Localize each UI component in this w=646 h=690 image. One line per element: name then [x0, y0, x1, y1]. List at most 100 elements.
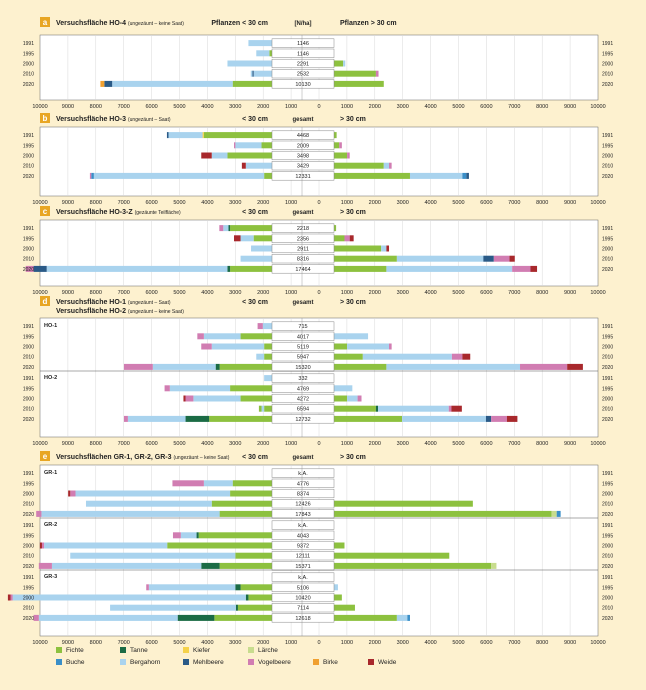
- bar-segment: [264, 375, 272, 382]
- bar-segment: [203, 132, 272, 139]
- axis-tick-label: 10000: [590, 200, 605, 206]
- year-label-right: 2020: [602, 616, 613, 622]
- bar-segment: [110, 604, 236, 611]
- year-label-left: 2020: [23, 512, 34, 518]
- year-label-left: 2020: [23, 174, 34, 180]
- bar-segment: [240, 584, 272, 591]
- total-box: [271, 551, 335, 561]
- year-label-right: 2010: [602, 554, 613, 560]
- total-value: 12111: [296, 554, 310, 560]
- year-label-right: 1991: [602, 133, 613, 139]
- axis-tick-label: 10000: [32, 640, 47, 646]
- axis-tick-label: 7000: [118, 290, 130, 296]
- bar-segment: [39, 542, 42, 549]
- bar-segment: [237, 604, 272, 611]
- legend-swatch: [368, 659, 374, 665]
- year-label-right: 2000: [602, 154, 613, 160]
- bar-segment: [334, 70, 376, 77]
- bar-segment: [448, 405, 452, 412]
- axis-tick-label: 7000: [118, 441, 130, 447]
- bar-segment: [219, 562, 272, 569]
- legend-label: Bergahorn: [130, 659, 161, 666]
- total-value: 1146: [297, 41, 309, 47]
- year-label-right: 1991: [602, 523, 613, 529]
- axis-tick-label: 2000: [369, 640, 381, 646]
- axis-tick-label: 1000: [285, 640, 297, 646]
- axis-tick-label: 6000: [480, 640, 492, 646]
- year-label-left: 2000: [23, 247, 34, 253]
- bar-segment: [235, 552, 272, 559]
- axis-tick-label: 9000: [564, 441, 576, 447]
- bar-segment: [51, 562, 202, 569]
- year-label-left: 2020: [23, 417, 34, 423]
- bar-segment: [347, 395, 358, 402]
- total-value: 2009: [297, 143, 309, 149]
- year-label-left: 1991: [23, 133, 34, 139]
- total-value: 8374: [297, 492, 309, 498]
- right-height-label: > 30 cm: [340, 116, 366, 123]
- year-label-right: 1995: [602, 334, 613, 340]
- year-label-right: 2020: [602, 267, 613, 273]
- legend-label: Tanne: [130, 647, 148, 654]
- bar-segment: [202, 132, 204, 139]
- bar-segment: [334, 510, 552, 517]
- total-value: 2291: [297, 62, 309, 68]
- total-value: 4468: [297, 133, 309, 139]
- total-box: [271, 499, 335, 509]
- bar-segment: [567, 363, 583, 370]
- bar-segment: [148, 584, 236, 591]
- axis-tick-label: 4000: [201, 640, 213, 646]
- year-label-right: 2010: [602, 355, 613, 361]
- total-value: 5106: [297, 585, 309, 591]
- total-value: 5947: [297, 355, 309, 361]
- total-value: 10420: [295, 596, 310, 602]
- legend-swatch: [120, 659, 126, 665]
- bar-segment: [75, 490, 231, 497]
- total-box: [271, 592, 335, 603]
- legend-label: Weide: [378, 659, 397, 666]
- bar-segment: [123, 363, 153, 370]
- axis-tick-label: 10000: [590, 290, 605, 296]
- total-box: [271, 373, 335, 383]
- legend-label: Vogelbeere: [258, 659, 291, 666]
- bar-segment: [253, 70, 272, 77]
- year-label-right: 1991: [602, 41, 613, 47]
- total-box: [271, 582, 335, 592]
- bar-segment: [491, 562, 497, 569]
- year-label-left: 1991: [23, 41, 34, 47]
- total-value: 4272: [297, 397, 309, 403]
- bar-segment: [201, 152, 212, 159]
- total-box: [271, 572, 335, 582]
- bar-segment: [334, 385, 353, 392]
- axis-tick-label: 3000: [397, 640, 409, 646]
- year-label-left: 1995: [23, 533, 34, 539]
- year-label-right: 2010: [602, 164, 613, 170]
- bar-segment: [264, 343, 272, 350]
- center-header-label: [N/ha]: [295, 21, 312, 27]
- bar-segment: [7, 594, 11, 601]
- bar-segment: [334, 405, 376, 412]
- panel-title: Versuchsflächen GR-1, GR-2, GR-3 (ungezä…: [56, 454, 230, 461]
- bar-segment: [232, 480, 272, 487]
- bar-segment: [230, 265, 272, 272]
- bar-segment: [167, 542, 272, 549]
- axis-tick-label: 6000: [145, 640, 157, 646]
- bar-segment: [344, 235, 350, 242]
- bar-segment: [250, 70, 253, 77]
- bar-segment: [334, 255, 397, 262]
- bar-segment: [196, 532, 199, 539]
- axis-tick-label: 7000: [118, 200, 130, 206]
- left-height-label: < 30 cm: [242, 454, 268, 461]
- year-label-left: 2010: [23, 257, 34, 263]
- year-label-left: 2020: [23, 365, 34, 371]
- axis-tick-label: 10000: [32, 200, 47, 206]
- total-box: [271, 488, 335, 499]
- panel-letter-badge: [40, 113, 50, 123]
- year-label-right: 2000: [602, 345, 613, 351]
- bar-segment: [256, 353, 265, 360]
- legend-swatch: [248, 647, 254, 653]
- year-label-left: 2000: [23, 544, 34, 550]
- left-height-label: < 30 cm: [242, 209, 268, 216]
- total-value: 8316: [297, 257, 309, 263]
- axis-tick-label: 2000: [369, 200, 381, 206]
